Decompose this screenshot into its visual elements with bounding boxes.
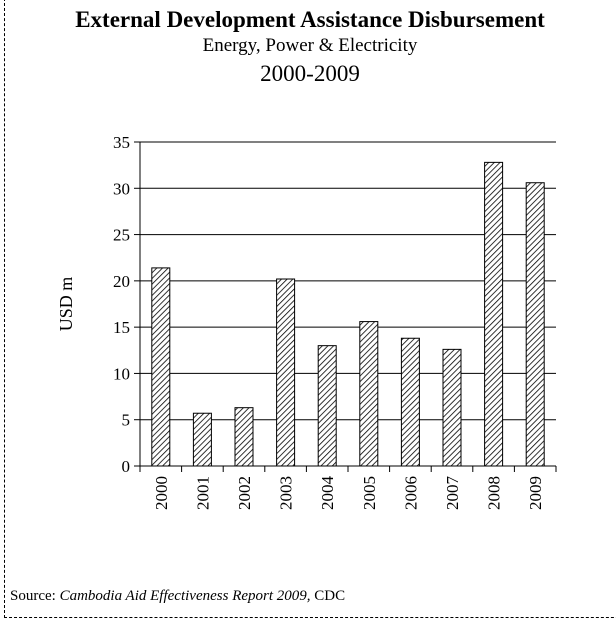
source-note: Source: Cambodia Aid Effectiveness Repor… [10, 586, 345, 606]
y-axis-label: USD m [56, 277, 76, 332]
y-tick-label: 0 [122, 457, 131, 476]
bar-2008 [485, 162, 503, 466]
bar-2006 [401, 338, 419, 466]
source-prefix: Source: [10, 588, 60, 604]
y-tick-label: 30 [113, 179, 130, 198]
source-title: Cambodia Aid Effectiveness Report 2009, [60, 588, 311, 604]
bar-2007 [443, 349, 461, 466]
bar-2004 [318, 346, 336, 466]
y-tick-label: 25 [113, 226, 130, 245]
bar-2001 [193, 413, 211, 466]
x-tick-label: 2007 [443, 476, 462, 511]
bar-2005 [360, 322, 378, 466]
x-tick-label: 2003 [277, 476, 296, 510]
x-tick-labels: 2000 2001 2002 2003 2004 2005 2006 2007 2008 2009 [140, 466, 556, 510]
bar-2002 [235, 408, 253, 466]
x-tick-label: 2005 [360, 476, 379, 510]
bar-2003 [277, 279, 295, 466]
y-tick-label: 5 [122, 411, 131, 430]
x-tick-label: 2000 [152, 476, 171, 510]
y-tick-labels: 0 5 10 15 20 25 30 35 [113, 133, 140, 476]
y-tick-label: 35 [113, 133, 130, 152]
y-tick-label: 15 [113, 318, 130, 337]
y-tick-label: 20 [113, 272, 130, 291]
x-tick-label: 2008 [485, 476, 504, 510]
x-tick-label: 2004 [318, 476, 337, 511]
source-suffix: CDC [311, 588, 346, 604]
bar-2000 [152, 268, 170, 466]
y-tick-label: 10 [113, 364, 130, 383]
x-tick-label: 2001 [193, 476, 212, 510]
x-tick-label: 2006 [401, 476, 420, 510]
x-tick-label: 2009 [526, 476, 545, 510]
bars [152, 162, 544, 466]
bar-2009 [526, 183, 544, 466]
x-tick-label: 2002 [235, 476, 254, 510]
